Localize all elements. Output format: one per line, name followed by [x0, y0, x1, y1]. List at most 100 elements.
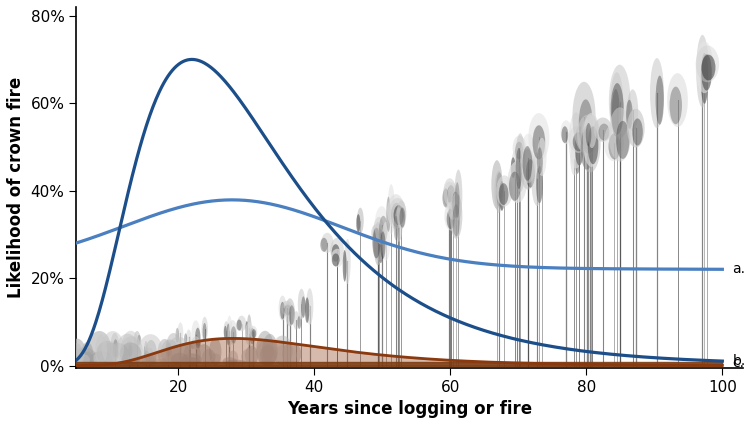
Ellipse shape — [579, 99, 593, 148]
Ellipse shape — [228, 351, 238, 366]
Ellipse shape — [245, 322, 254, 346]
Ellipse shape — [176, 328, 179, 343]
Ellipse shape — [498, 183, 508, 205]
Ellipse shape — [87, 331, 111, 366]
Ellipse shape — [452, 192, 458, 218]
Ellipse shape — [573, 132, 585, 151]
Ellipse shape — [241, 348, 259, 366]
Ellipse shape — [259, 346, 277, 366]
Ellipse shape — [224, 321, 229, 340]
Ellipse shape — [111, 333, 119, 359]
Ellipse shape — [375, 206, 389, 245]
Ellipse shape — [128, 345, 132, 357]
Ellipse shape — [120, 336, 143, 366]
Ellipse shape — [670, 87, 682, 124]
Ellipse shape — [256, 340, 277, 366]
Ellipse shape — [455, 182, 460, 218]
Ellipse shape — [575, 126, 584, 166]
Ellipse shape — [285, 298, 295, 326]
Ellipse shape — [562, 126, 569, 143]
Ellipse shape — [83, 351, 100, 366]
Ellipse shape — [331, 249, 344, 267]
Ellipse shape — [161, 340, 179, 366]
Ellipse shape — [209, 338, 222, 366]
Ellipse shape — [196, 344, 212, 366]
Ellipse shape — [298, 289, 305, 319]
Ellipse shape — [183, 343, 201, 366]
Ellipse shape — [126, 340, 133, 358]
Ellipse shape — [386, 197, 391, 232]
Ellipse shape — [379, 233, 383, 263]
Ellipse shape — [247, 314, 252, 341]
Ellipse shape — [388, 184, 395, 234]
Ellipse shape — [537, 147, 542, 174]
Ellipse shape — [587, 126, 599, 164]
Ellipse shape — [372, 228, 380, 258]
Ellipse shape — [604, 124, 624, 162]
Ellipse shape — [158, 339, 172, 366]
Ellipse shape — [68, 339, 86, 366]
Ellipse shape — [71, 343, 83, 366]
Ellipse shape — [252, 329, 256, 338]
Ellipse shape — [696, 45, 719, 82]
Ellipse shape — [186, 329, 192, 345]
Ellipse shape — [443, 188, 449, 207]
Ellipse shape — [569, 125, 589, 153]
Ellipse shape — [581, 129, 593, 170]
Ellipse shape — [237, 320, 242, 331]
Ellipse shape — [133, 356, 155, 366]
Ellipse shape — [289, 305, 295, 325]
Ellipse shape — [389, 198, 406, 227]
Ellipse shape — [632, 119, 643, 145]
Ellipse shape — [128, 361, 142, 366]
Ellipse shape — [345, 239, 351, 284]
Ellipse shape — [201, 317, 208, 342]
Ellipse shape — [226, 316, 232, 347]
Ellipse shape — [611, 89, 620, 136]
Ellipse shape — [696, 35, 709, 108]
Ellipse shape — [575, 151, 580, 174]
Ellipse shape — [101, 343, 119, 366]
Ellipse shape — [394, 205, 404, 225]
Ellipse shape — [321, 233, 333, 253]
Ellipse shape — [293, 311, 299, 330]
Ellipse shape — [162, 356, 184, 366]
Ellipse shape — [627, 89, 638, 131]
Ellipse shape — [281, 301, 293, 316]
Ellipse shape — [262, 334, 277, 366]
Ellipse shape — [599, 124, 609, 141]
Ellipse shape — [507, 161, 527, 203]
Ellipse shape — [608, 107, 631, 162]
Ellipse shape — [140, 361, 157, 366]
Ellipse shape — [95, 334, 107, 366]
Ellipse shape — [70, 339, 84, 366]
Ellipse shape — [245, 321, 248, 340]
Ellipse shape — [581, 119, 592, 144]
Ellipse shape — [144, 341, 148, 362]
Ellipse shape — [394, 216, 398, 240]
Ellipse shape — [171, 353, 188, 366]
Ellipse shape — [388, 194, 405, 229]
Ellipse shape — [538, 138, 547, 176]
Ellipse shape — [146, 348, 154, 360]
Ellipse shape — [78, 348, 97, 366]
Ellipse shape — [191, 340, 195, 349]
Ellipse shape — [510, 157, 516, 178]
Ellipse shape — [357, 208, 363, 233]
Ellipse shape — [374, 222, 382, 265]
Ellipse shape — [301, 296, 305, 318]
Ellipse shape — [667, 73, 688, 127]
Ellipse shape — [382, 221, 391, 261]
Ellipse shape — [701, 54, 712, 91]
Ellipse shape — [452, 204, 460, 237]
Ellipse shape — [113, 339, 118, 357]
Ellipse shape — [447, 185, 455, 204]
Ellipse shape — [509, 172, 520, 201]
Ellipse shape — [627, 109, 645, 147]
Ellipse shape — [446, 209, 455, 229]
Ellipse shape — [280, 302, 285, 319]
Ellipse shape — [184, 333, 187, 344]
Ellipse shape — [109, 343, 129, 366]
Ellipse shape — [305, 298, 309, 323]
Ellipse shape — [572, 82, 596, 152]
